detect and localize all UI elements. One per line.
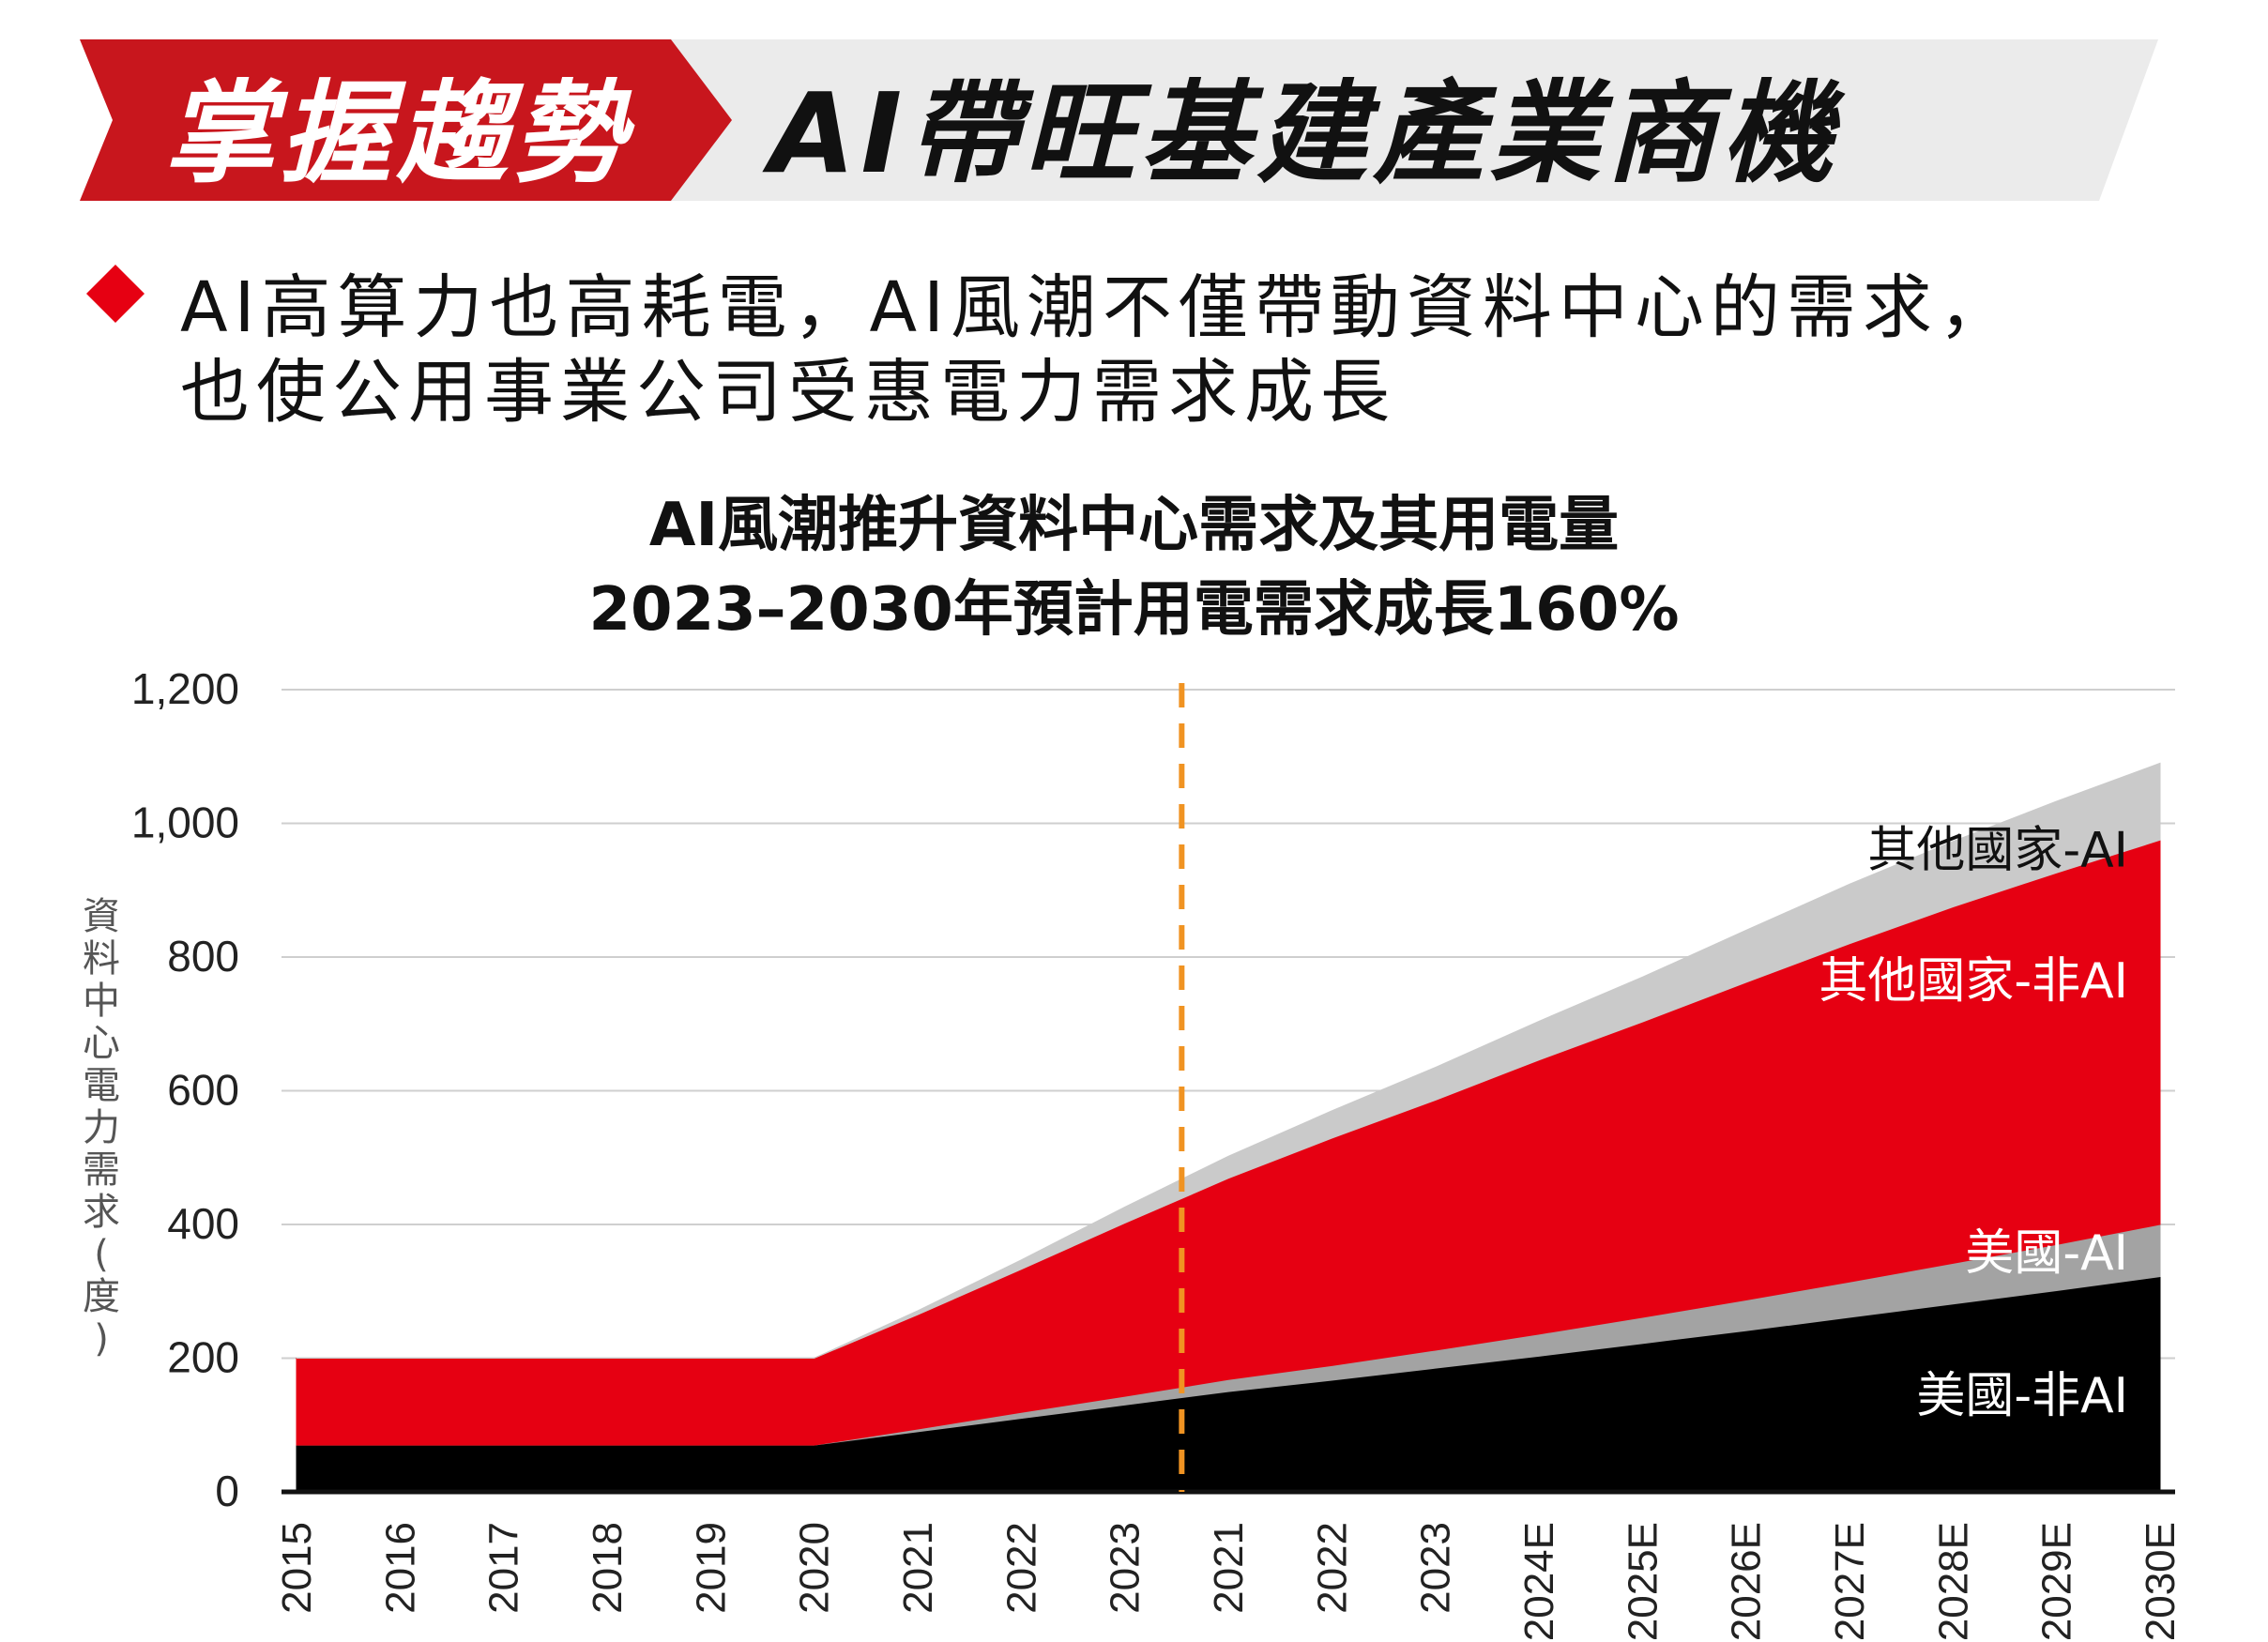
x-tick-label: 2023	[1103, 1522, 1149, 1614]
y-axis-label-char: 電	[83, 1064, 120, 1107]
banner-band	[394, 39, 2158, 201]
y-axis-label-char: 資	[83, 895, 120, 938]
y-tick-label: 1,000	[131, 798, 239, 847]
x-tick-label: 2020	[792, 1522, 838, 1614]
banner-title: AI帶旺基建產業商機	[769, 68, 1839, 198]
x-tick-label: 2021	[895, 1522, 941, 1614]
y-tick-label: 1,200	[131, 664, 239, 713]
bullet-text-line-1: AI高算力也高耗電，AI風潮不僅帶動資料中心的需求，	[180, 267, 2015, 348]
x-tick-label: 2018	[585, 1522, 631, 1614]
x-tick-label: 2022	[998, 1522, 1044, 1614]
x-tick-label: 2021	[1206, 1522, 1252, 1614]
x-tick-label: 2027E	[1827, 1522, 1873, 1641]
x-tick-label: 2017	[481, 1522, 527, 1614]
x-tick-label: 2030E	[2138, 1522, 2184, 1641]
y-axis-label-char: )	[94, 1317, 109, 1361]
y-tick-label: 800	[167, 932, 239, 981]
red-diamond-icon	[86, 265, 145, 323]
x-tick-label: 2029E	[2034, 1522, 2080, 1641]
x-tick-label: 2015	[274, 1522, 320, 1614]
chart: 0 200 400 600 800 1,000 1,200 2015 2016 2017 2018 2…	[83, 664, 2184, 1641]
y-tick-label: 400	[167, 1199, 239, 1248]
banner-tag: 掌握趨勢	[164, 68, 631, 198]
series-label: 其他國家-非AI	[1819, 953, 2128, 1010]
x-tick-label: 2028E	[1930, 1522, 1976, 1641]
chart-title: AI風潮推升資料中心需求及其用電量	[648, 491, 1620, 560]
x-tick-label: 2019	[688, 1522, 734, 1614]
x-tick-label: 2023	[1413, 1522, 1459, 1614]
series-label: 美國-AI	[1965, 1225, 2128, 1282]
area-series	[297, 762, 2161, 1359]
x-tick-label: 2016	[377, 1522, 423, 1614]
y-axis-label-char: 力	[83, 1106, 120, 1149]
series-label: 美國-非AI	[1916, 1368, 2128, 1424]
x-tick-label: 2025E	[1620, 1522, 1666, 1641]
y-axis-label-char: 度	[83, 1275, 120, 1318]
y-axis-label-char: 心	[83, 1022, 120, 1065]
series-label: 其他國家-AI	[1867, 822, 2128, 878]
banner-tag-bg	[80, 39, 732, 201]
chart-subtitle: 2023–2030年預計用電需求成長160%	[588, 575, 1680, 645]
y-axis-label-char: 需	[83, 1148, 120, 1192]
x-tick-label: 2026E	[1724, 1522, 1770, 1641]
y-tick-label: 0	[215, 1467, 239, 1515]
y-tick-label: 600	[167, 1066, 239, 1115]
banner	[80, 39, 2158, 201]
bullet-text-line-2: 也使公用事業公司受惠電力需求成長	[180, 352, 1396, 433]
y-axis-label-char: 求	[83, 1191, 120, 1234]
y-axis-label-char: 料	[83, 937, 120, 981]
x-tick-label: 2022	[1309, 1522, 1355, 1614]
y-tick-label: 200	[167, 1333, 239, 1382]
y-axis-label-char: 中	[83, 980, 120, 1023]
y-axis-label-char: (	[94, 1233, 109, 1276]
x-tick-label: 2024E	[1516, 1522, 1562, 1641]
